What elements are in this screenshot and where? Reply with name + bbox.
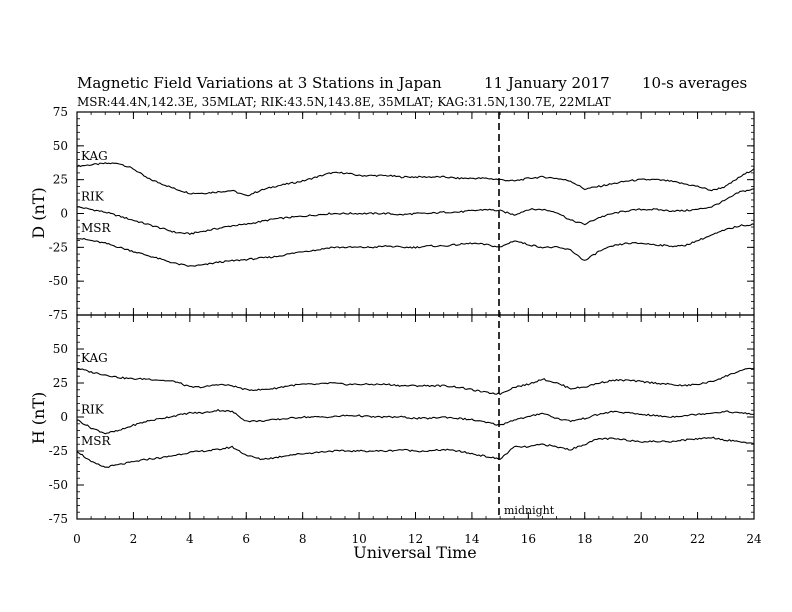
series-line-kag <box>76 367 755 396</box>
series-label-kag: KAG <box>81 149 108 163</box>
x-tick-label: 24 <box>746 532 762 546</box>
bottom-y-axis-label: H (nT) <box>29 392 48 445</box>
series-label-rik: RIK <box>81 403 105 417</box>
y-tick-label: -50 <box>49 478 68 492</box>
x-tick-label: 2 <box>130 532 138 546</box>
x-tick-label: 8 <box>299 532 307 546</box>
y-tick-label: 75 <box>53 105 68 119</box>
x-tick-label: 4 <box>186 532 194 546</box>
x-tick-label: 22 <box>690 532 705 546</box>
y-tick-label: -75 <box>49 308 68 322</box>
panel-frame <box>76 314 755 520</box>
series-line-msr <box>76 436 755 468</box>
x-tick-label: 12 <box>408 532 423 546</box>
y-tick-label: 25 <box>53 173 68 187</box>
station-coordinates: MSR:44.4N,142.3E, 35MLAT; RIK:43.5N,143.… <box>77 95 611 109</box>
x-axis-label: Universal Time <box>353 543 476 562</box>
top-y-axis-label: D (nT) <box>29 187 48 238</box>
y-tick-label: 25 <box>53 376 68 390</box>
x-tick-label: 6 <box>242 532 250 546</box>
series-label-msr: MSR <box>81 221 112 235</box>
y-tick-label: -50 <box>49 274 68 288</box>
midnight-annotation: midnight <box>504 504 555 517</box>
y-tick-label: 50 <box>53 139 68 153</box>
series-line-rik <box>76 188 755 236</box>
d-component-panel: -75 -50 -25 0 25 50 75 KAG RIK MSR <box>49 105 755 322</box>
x-tick-label: 10 <box>351 532 366 546</box>
x-tick-label: 14 <box>464 532 480 546</box>
y-tick-label: 50 <box>53 342 68 356</box>
y-tick-label: -25 <box>49 240 68 254</box>
x-tick-label: 0 <box>73 532 81 546</box>
x-tick-label: 16 <box>521 532 536 546</box>
series-label-kag: KAG <box>81 351 108 365</box>
series-line-rik <box>76 408 755 435</box>
y-tick-label: -75 <box>49 512 68 526</box>
series-line-msr <box>76 223 755 267</box>
series-label-msr: MSR <box>81 434 112 448</box>
series-line-kag <box>76 162 755 197</box>
series-label-rik: RIK <box>81 190 105 204</box>
y-tick-label: 0 <box>60 207 68 221</box>
x-tick-label: 20 <box>634 532 649 546</box>
y-tick-label: 0 <box>60 410 68 424</box>
chart-date: 11 January 2017 <box>484 74 610 92</box>
y-tick-label: -25 <box>49 444 68 458</box>
chart-title: Magnetic Field Variations at 3 Stations … <box>77 74 442 92</box>
chart-averaging: 10-s averages <box>642 74 747 92</box>
x-tick-label: 18 <box>577 532 592 546</box>
